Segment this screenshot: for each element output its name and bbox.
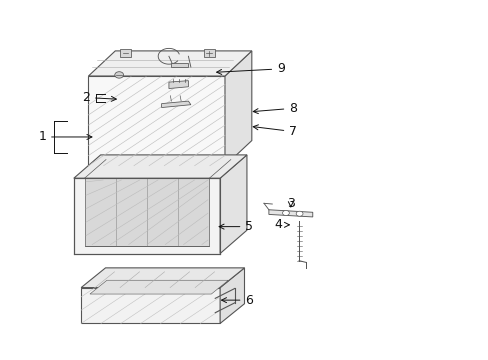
Polygon shape bbox=[84, 178, 209, 246]
Polygon shape bbox=[220, 268, 244, 323]
Text: 1: 1 bbox=[38, 130, 92, 144]
Polygon shape bbox=[203, 49, 214, 57]
Polygon shape bbox=[171, 63, 188, 67]
Polygon shape bbox=[161, 101, 190, 108]
Polygon shape bbox=[224, 51, 251, 166]
Text: 3: 3 bbox=[286, 197, 294, 210]
Polygon shape bbox=[88, 76, 224, 166]
Text: 2: 2 bbox=[82, 91, 116, 104]
Text: 8: 8 bbox=[253, 102, 297, 115]
Polygon shape bbox=[81, 288, 220, 323]
Circle shape bbox=[296, 211, 303, 216]
Text: 9: 9 bbox=[216, 62, 285, 75]
Polygon shape bbox=[220, 155, 246, 253]
Polygon shape bbox=[168, 81, 188, 89]
Text: 7: 7 bbox=[253, 125, 297, 138]
Polygon shape bbox=[90, 280, 228, 294]
Polygon shape bbox=[120, 49, 131, 57]
Polygon shape bbox=[74, 178, 220, 253]
Text: 6: 6 bbox=[221, 294, 253, 307]
Polygon shape bbox=[268, 210, 312, 217]
Text: 4: 4 bbox=[274, 218, 289, 231]
Text: 5: 5 bbox=[219, 220, 253, 233]
Circle shape bbox=[115, 72, 123, 78]
Polygon shape bbox=[74, 155, 246, 178]
Polygon shape bbox=[81, 268, 244, 288]
Circle shape bbox=[282, 211, 289, 216]
Polygon shape bbox=[88, 51, 251, 76]
